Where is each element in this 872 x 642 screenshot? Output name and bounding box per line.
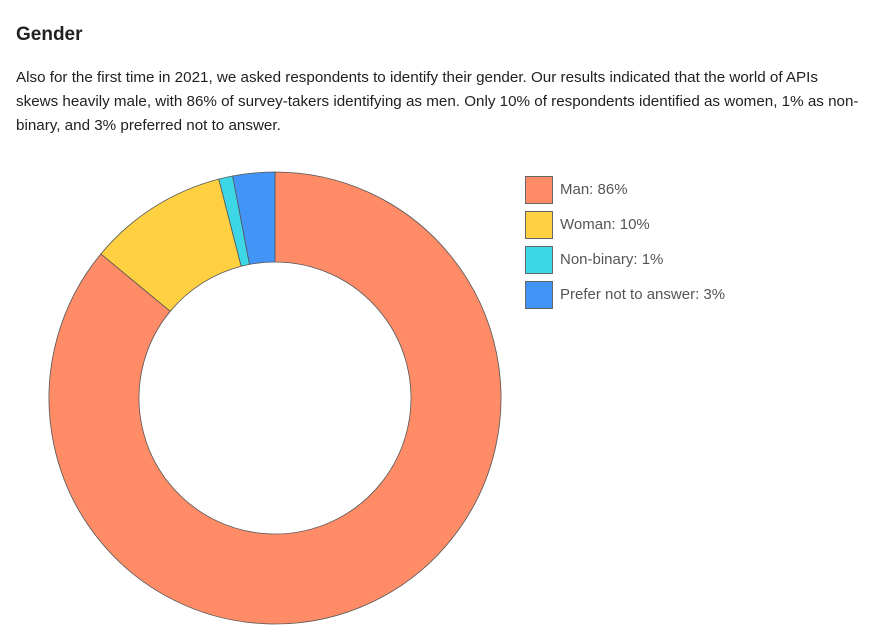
legend-swatch-woman [525, 210, 553, 239]
legend-item-woman[interactable]: Woman: 10% [525, 207, 725, 242]
donut-slice-man[interactable] [48, 171, 502, 625]
legend-item-non-binary[interactable]: Non-binary: 1% [525, 242, 725, 277]
legend-swatch-prefer-not [525, 280, 553, 309]
legend-swatch-non-binary [525, 245, 553, 274]
legend-item-man[interactable]: Man: 86% [525, 172, 725, 207]
legend-swatch-man [525, 175, 553, 204]
chart-legend: Man: 86% Woman: 10% Non-binary: 1% Prefe… [525, 172, 725, 312]
legend-label-non-binary: Non-binary: 1% [560, 251, 664, 268]
section-title: Gender [16, 24, 83, 45]
gender-donut-chart [48, 171, 502, 625]
legend-item-prefer-not[interactable]: Prefer not to answer: 3% [525, 277, 725, 312]
donut-slice-prefer-not[interactable] [232, 171, 276, 265]
legend-label-man: Man: 86% [560, 181, 628, 198]
legend-label-prefer-not: Prefer not to answer: 3% [560, 286, 726, 303]
legend-label-woman: Woman: 10% [560, 216, 650, 233]
section-intro: Also for the first time in 2021, we aske… [16, 69, 859, 134]
